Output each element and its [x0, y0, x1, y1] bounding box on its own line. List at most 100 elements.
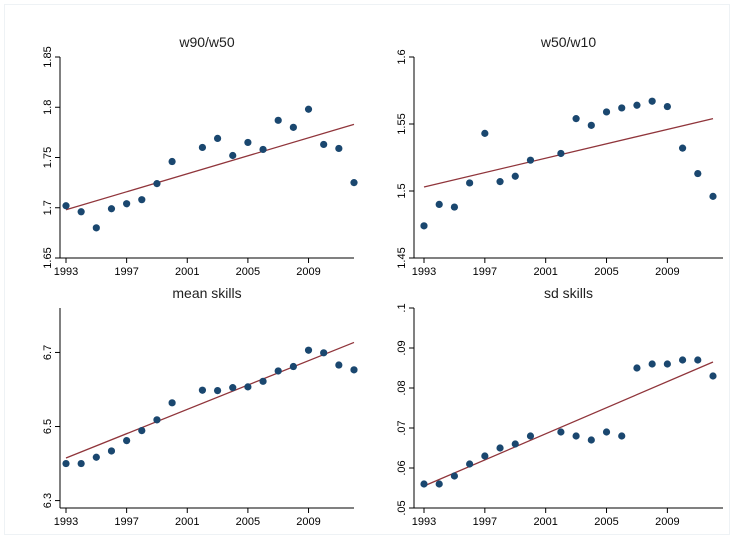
data-point: [304, 346, 313, 354]
x-tick-label: 2009: [296, 516, 320, 528]
data-point: [648, 97, 656, 105]
data-point: [466, 179, 474, 187]
x-tick-label: 1993: [412, 266, 436, 278]
data-point: [450, 203, 459, 211]
y-tick-label: 1.6: [396, 49, 408, 64]
data-point: [663, 360, 671, 368]
data-point: [678, 144, 687, 152]
data-point: [678, 356, 687, 364]
data-point: [633, 364, 641, 372]
graph-region: [4, 4, 730, 535]
data-point: [229, 384, 237, 392]
x-tick-label: 1997: [114, 516, 138, 528]
data-point: [168, 399, 176, 407]
data-point: [107, 205, 116, 213]
data-point: [274, 367, 282, 375]
data-point: [168, 157, 176, 166]
fitted-line: [423, 118, 714, 188]
y-tick-label: .08: [396, 380, 408, 395]
data-point: [138, 426, 146, 435]
y-tick-label: .09: [396, 340, 408, 355]
y-tick-label: 1.85: [42, 46, 54, 67]
data-point: [526, 156, 535, 164]
data-point: [587, 436, 595, 444]
x-tick-label: 2009: [296, 266, 320, 278]
data-point: [694, 356, 702, 364]
data-point: [648, 360, 656, 368]
x-tick-label: 1997: [473, 516, 497, 528]
panel-title: mean skills: [172, 285, 241, 301]
y-tick-label: .07: [396, 420, 408, 435]
data-point: [602, 428, 611, 436]
data-point: [420, 222, 428, 230]
y-tick-label: 6.3: [42, 493, 54, 508]
data-point: [633, 101, 641, 109]
data-point: [435, 200, 443, 208]
panel-4: sd skills .05 .06 .07 .08 .09 .1 1993 1997 2001 20…: [396, 285, 723, 528]
data-point: [335, 144, 343, 153]
data-point: [557, 149, 565, 158]
y-tick-label: .1: [396, 303, 408, 312]
data-point: [153, 180, 161, 188]
data-point: [420, 480, 428, 488]
data-point: [92, 453, 100, 461]
panel-title: sd skills: [544, 285, 593, 301]
data-point: [274, 116, 282, 124]
y-tick-label: .06: [396, 460, 408, 475]
data-point: [123, 436, 131, 445]
data-point: [481, 129, 489, 137]
data-point: [289, 123, 297, 131]
data-point: [466, 460, 474, 468]
panel-1: w90/w50 1.65 1.7 1.75 1.8 1.85 1993 1997 2001 200…: [42, 34, 358, 278]
x-tick-label: 2001: [175, 516, 199, 528]
fitted-line: [65, 341, 355, 459]
data-point: [62, 202, 70, 210]
x-tick-label: 2005: [236, 516, 260, 528]
data-point: [496, 178, 504, 186]
x-tick-label: 2001: [175, 266, 199, 278]
data-point: [618, 432, 626, 440]
data-point: [153, 416, 161, 424]
x-tick-label: 2001: [533, 516, 557, 528]
data-point: [213, 134, 222, 143]
data-point: [320, 140, 328, 149]
data-point: [77, 459, 85, 468]
fitted-line: [65, 123, 355, 211]
data-point: [709, 192, 717, 200]
panel-title: w90/w50: [178, 34, 234, 50]
data-point: [511, 440, 519, 448]
data-point: [572, 115, 580, 123]
data-point: [694, 169, 702, 178]
panel-title: w50/w10: [540, 34, 596, 50]
data-point: [572, 432, 580, 440]
data-point: [62, 459, 70, 468]
data-point: [709, 372, 717, 380]
y-tick-label: 1.65: [42, 247, 54, 268]
data-point: [77, 208, 85, 216]
data-point: [213, 386, 222, 395]
x-tick-label: 1993: [54, 266, 78, 278]
data-point: [107, 447, 116, 455]
data-point: [244, 383, 252, 391]
data-point: [92, 224, 100, 232]
x-tick-label: 1993: [54, 516, 78, 528]
data-point: [587, 121, 595, 129]
data-point: [198, 143, 207, 152]
data-point: [435, 480, 443, 488]
data-point: [304, 105, 313, 113]
data-point: [511, 172, 519, 180]
data-point: [289, 362, 297, 371]
data-point: [138, 196, 146, 204]
data-point: [496, 444, 504, 452]
panel-3: mean skills 6.3 6.5 6.7 1993 1997 2001 2005 2009: [42, 285, 358, 528]
data-point: [526, 432, 535, 440]
data-point: [557, 428, 565, 436]
data-point: [229, 151, 237, 160]
x-tick-label: 2005: [236, 266, 260, 278]
data-point: [481, 452, 489, 460]
data-point: [259, 377, 267, 385]
x-tick-label: 1997: [114, 266, 138, 278]
y-tick-label: 6.5: [42, 419, 54, 434]
data-point: [618, 104, 626, 112]
